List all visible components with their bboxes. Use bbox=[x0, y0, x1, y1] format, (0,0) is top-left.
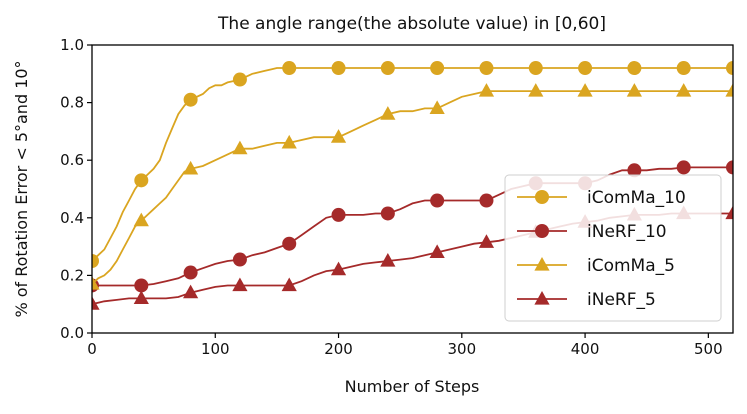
x-tick-label: 500 bbox=[694, 340, 723, 358]
y-tick-label: 1.0 bbox=[60, 36, 84, 54]
data-point bbox=[627, 61, 642, 76]
data-point bbox=[134, 173, 149, 188]
data-point bbox=[232, 277, 248, 292]
data-point bbox=[232, 72, 247, 87]
legend: iComMa_10 iNeRF_10 iComMa_5 iNeRF_5 bbox=[504, 174, 722, 322]
data-point bbox=[380, 253, 396, 267]
data-point bbox=[478, 234, 495, 248]
data-point bbox=[676, 83, 692, 97]
data-point bbox=[183, 160, 199, 175]
data-point bbox=[330, 261, 347, 276]
x-tick-label: 400 bbox=[571, 340, 600, 358]
data-point bbox=[380, 61, 395, 76]
data-point bbox=[282, 61, 297, 76]
data-point bbox=[282, 236, 297, 251]
data-point bbox=[429, 244, 445, 258]
legend-label: iComMa_10 bbox=[587, 188, 686, 208]
data-point bbox=[725, 83, 733, 97]
x-axis-label: Number of Steps bbox=[345, 377, 480, 396]
x-tick-label: 100 bbox=[201, 340, 230, 358]
data-point bbox=[92, 296, 100, 310]
series-line-iComMa_10 bbox=[92, 67, 733, 262]
data-point bbox=[626, 83, 642, 97]
data-point bbox=[281, 134, 297, 149]
data-point bbox=[528, 83, 544, 97]
data-point bbox=[726, 61, 733, 76]
legend-label: iNeRF_5 bbox=[587, 290, 656, 310]
legend-label: iNeRF_10 bbox=[587, 222, 667, 242]
legend-marker bbox=[534, 291, 550, 305]
data-point bbox=[430, 61, 445, 76]
data-point bbox=[183, 92, 198, 107]
y-tick-label: 0.4 bbox=[60, 209, 84, 227]
data-point bbox=[577, 83, 593, 97]
y-tick-label: 0.6 bbox=[60, 151, 84, 169]
data-point bbox=[479, 61, 494, 76]
legend-box bbox=[504, 174, 722, 322]
legend-item-iNeRF_10: iNeRF_10 bbox=[517, 222, 667, 242]
legend-label: iComMa_5 bbox=[587, 256, 675, 276]
data-point bbox=[430, 193, 445, 208]
series-line-iNeRF_10 bbox=[92, 166, 733, 287]
data-point bbox=[478, 83, 495, 97]
chart-title: The angle range(the absolute value) in [… bbox=[217, 14, 606, 34]
data-point bbox=[330, 129, 347, 143]
series-iComMa_5 bbox=[92, 83, 733, 290]
data-point bbox=[726, 160, 733, 175]
y-tick-label: 0.2 bbox=[60, 266, 84, 284]
legend-marker bbox=[534, 257, 550, 271]
y-axis-label: % of Rotation Error < 5°and 10° bbox=[12, 60, 31, 317]
data-point bbox=[92, 254, 99, 268]
legend-item-iNeRF_5: iNeRF_5 bbox=[517, 290, 656, 310]
axes-frame bbox=[91, 44, 734, 334]
axis-ticks: 0 100 200 300 400 500 0.0 0.2 0.4 0.6 0.8 1.0 bbox=[60, 36, 723, 358]
data-point bbox=[133, 290, 149, 305]
data-point bbox=[281, 277, 297, 292]
data-point bbox=[183, 284, 199, 299]
data-point bbox=[232, 252, 247, 267]
data-point bbox=[134, 278, 149, 293]
data-point bbox=[676, 160, 691, 175]
data-point bbox=[429, 100, 445, 114]
data-point bbox=[183, 265, 198, 280]
legend-marker bbox=[535, 224, 549, 238]
x-tick-label: 300 bbox=[447, 340, 476, 358]
data-point bbox=[380, 106, 396, 120]
data-point bbox=[627, 163, 642, 178]
series-iNeRF_10 bbox=[92, 160, 733, 293]
data-point bbox=[380, 206, 395, 221]
data-point bbox=[528, 61, 543, 76]
data-point bbox=[133, 212, 149, 227]
y-tick-label: 0.8 bbox=[60, 94, 84, 112]
legend-item-iComMa_5: iComMa_5 bbox=[517, 256, 675, 276]
legend-item-iComMa_10: iComMa_10 bbox=[517, 188, 686, 208]
data-point bbox=[479, 193, 494, 208]
y-tick-label: 0.0 bbox=[60, 324, 84, 342]
data-point bbox=[725, 205, 733, 220]
data-point bbox=[331, 207, 346, 222]
data-point bbox=[331, 61, 346, 76]
x-tick-label: 200 bbox=[324, 340, 353, 358]
data-point bbox=[232, 140, 248, 155]
data-point bbox=[676, 61, 691, 76]
legend-marker bbox=[535, 190, 549, 204]
series-iComMa_10 bbox=[92, 61, 733, 268]
x-tick-label: 0 bbox=[87, 340, 97, 358]
data-point bbox=[92, 276, 100, 290]
data-point bbox=[578, 61, 593, 76]
